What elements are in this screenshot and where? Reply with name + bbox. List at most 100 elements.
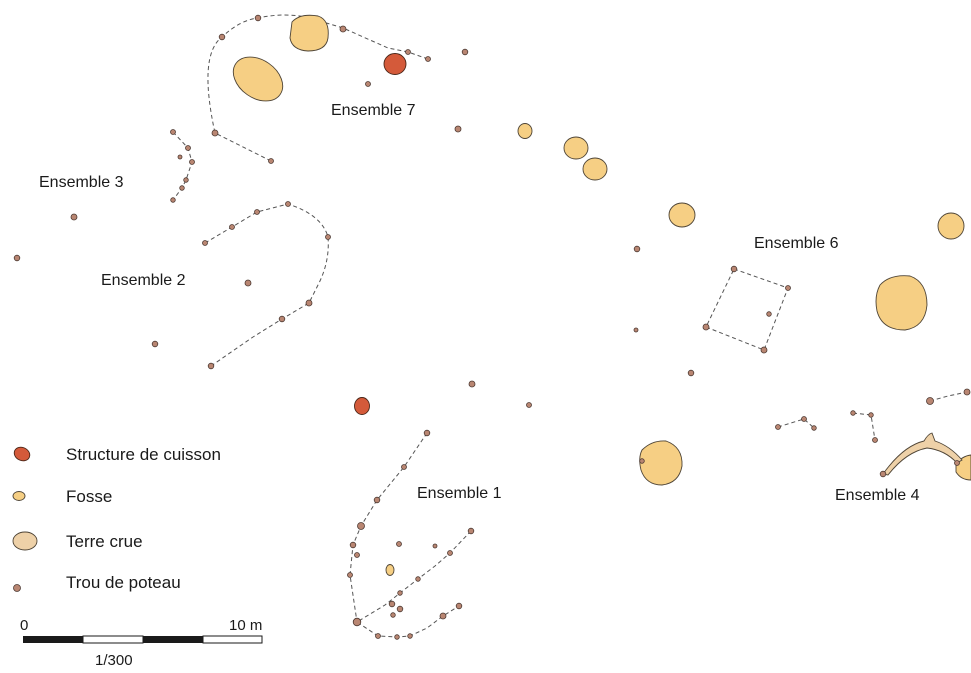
legend-item-fosse: Fosse bbox=[12, 487, 112, 506]
posthole-feature bbox=[415, 576, 421, 582]
posthole-feature bbox=[730, 265, 738, 273]
posthole-feature bbox=[357, 522, 365, 530]
posthole-feature bbox=[963, 388, 971, 396]
pit-feature bbox=[385, 564, 395, 576]
posthole-feature bbox=[405, 49, 411, 55]
pit-feature bbox=[639, 440, 683, 486]
posthole-feature bbox=[268, 158, 274, 164]
scale-segment bbox=[143, 636, 203, 643]
pit-feature bbox=[668, 202, 696, 228]
posthole-feature bbox=[354, 552, 360, 558]
posthole-feature bbox=[425, 56, 431, 62]
pit-feature bbox=[937, 212, 965, 240]
posthole-feature bbox=[285, 201, 291, 207]
posthole-feature bbox=[468, 380, 476, 388]
ensemble-labels: Ensemble 7 Ensemble 3 Ensemble 2 Ensembl… bbox=[39, 102, 920, 504]
posthole-feature bbox=[423, 429, 431, 437]
posthole-feature bbox=[394, 634, 400, 640]
ovens bbox=[354, 53, 407, 415]
posthole-feature bbox=[397, 590, 403, 596]
posthole-feature bbox=[375, 633, 381, 639]
scale-segment bbox=[23, 636, 83, 643]
oven-feature bbox=[383, 53, 407, 75]
oven-feature bbox=[354, 397, 370, 415]
posthole-feature bbox=[179, 185, 185, 191]
posthole-feature bbox=[407, 633, 413, 639]
posthole-feature bbox=[439, 612, 447, 620]
label-ensemble-2: Ensemble 2 bbox=[101, 272, 186, 289]
legend-item-poteau: Trou de poteau bbox=[13, 573, 181, 592]
posthole-feature bbox=[254, 14, 262, 22]
scale-start-label: 0 bbox=[20, 617, 28, 634]
posthole-feature bbox=[170, 129, 176, 135]
posthole-feature bbox=[432, 543, 438, 549]
legend-swatch-pit bbox=[12, 491, 26, 501]
posthole-feature bbox=[305, 299, 313, 307]
legend: Structure de cuisson Fosse Terre crue Tr… bbox=[12, 445, 221, 592]
posthole-feature bbox=[352, 617, 362, 627]
posthole-feature bbox=[365, 81, 371, 87]
posthole-feature bbox=[811, 425, 817, 431]
posthole-feature bbox=[202, 240, 208, 246]
posthole-feature bbox=[872, 437, 878, 443]
label-ensemble-3: Ensemble 3 bbox=[39, 174, 124, 191]
posthole-feature bbox=[339, 25, 347, 33]
scale-bar: 0 10 m 1/300 bbox=[20, 617, 263, 669]
scale-segment bbox=[202, 635, 263, 644]
posthole-feature bbox=[349, 541, 357, 549]
posthole-feature bbox=[454, 125, 462, 133]
posthole-feature bbox=[218, 33, 226, 41]
legend-item-cuisson: Structure de cuisson bbox=[13, 445, 221, 464]
posthole-feature bbox=[396, 541, 402, 547]
posthole-feature bbox=[325, 234, 331, 240]
pit-feature bbox=[232, 56, 284, 102]
pit-feature bbox=[582, 157, 608, 181]
posthole-feature bbox=[151, 340, 159, 348]
posthole-feature bbox=[373, 496, 381, 504]
posthole-feature bbox=[189, 159, 195, 165]
posthole-feature bbox=[687, 369, 695, 377]
posthole-feature bbox=[401, 464, 407, 470]
posthole-feature bbox=[775, 424, 781, 430]
posthole-feature bbox=[461, 48, 469, 56]
posthole-feature bbox=[868, 412, 874, 418]
pit-feature bbox=[289, 14, 329, 52]
posthole-feature bbox=[526, 402, 532, 408]
posthole-feature bbox=[388, 600, 396, 608]
posthole-feature bbox=[170, 197, 176, 203]
label-ensemble-7: Ensemble 7 bbox=[331, 102, 416, 119]
legend-swatch-oven bbox=[13, 446, 31, 462]
raw-earth-feature bbox=[882, 432, 963, 476]
label-ensemble-1: Ensemble 1 bbox=[417, 485, 502, 502]
posthole-feature bbox=[702, 323, 710, 331]
posthole-feature bbox=[13, 254, 21, 262]
posthole-feature bbox=[467, 527, 475, 535]
postholes bbox=[13, 14, 971, 640]
legend-swatch-raw-earth bbox=[12, 531, 38, 551]
label-ensemble-4: Ensemble 4 bbox=[835, 487, 920, 504]
posthole-feature bbox=[760, 346, 768, 354]
pit-feature bbox=[563, 136, 589, 160]
alignment-lines bbox=[172, 14, 968, 638]
posthole-feature bbox=[211, 129, 219, 137]
posthole-feature bbox=[185, 145, 191, 151]
legend-swatch-posthole bbox=[13, 584, 21, 592]
posthole-feature bbox=[639, 458, 645, 464]
scale-ratio: 1/300 bbox=[95, 652, 133, 669]
label-ensemble-6: Ensemble 6 bbox=[754, 235, 839, 252]
posthole-feature bbox=[183, 177, 189, 183]
posthole-feature bbox=[954, 460, 960, 466]
legend-label: Terre crue bbox=[66, 532, 143, 551]
legend-item-terre: Terre crue bbox=[12, 531, 143, 551]
scale-end-label: 10 m bbox=[229, 617, 262, 634]
posthole-feature bbox=[278, 315, 286, 323]
posthole-feature bbox=[633, 327, 639, 333]
posthole-feature bbox=[766, 311, 772, 317]
posthole-feature bbox=[801, 416, 807, 422]
posthole-feature bbox=[177, 154, 183, 160]
posthole-feature bbox=[207, 362, 215, 370]
posthole-feature bbox=[396, 605, 404, 613]
pit-feature bbox=[875, 275, 928, 331]
posthole-feature bbox=[879, 470, 887, 478]
